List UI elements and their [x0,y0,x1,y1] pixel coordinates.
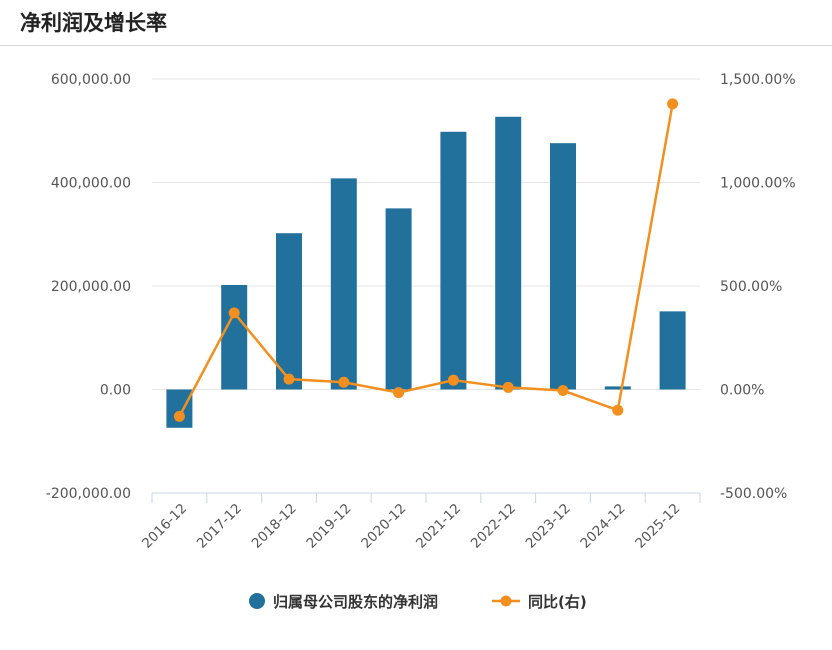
bar [659,311,686,390]
legend-bar-symbol [249,593,265,609]
line-point [338,376,350,388]
x-tick-label: 2017-12 [194,501,245,552]
left-tick-label: 600,000.00 [51,72,131,88]
line-point [557,385,569,397]
x-axis: 2016-12 2017-12 2018-12 2019-12 2020-12 2021-… [139,492,701,552]
bar [440,131,467,390]
x-tick-label: 2023-12 [523,501,574,552]
line-point [667,98,679,110]
right-tick-label: 1,000.00% [720,176,796,192]
chart-header: 净利润及增长率 [0,0,832,46]
legend-bar-label: 归属母公司股东的净利润 [273,593,438,611]
left-tick-label: -200,000.00 [46,486,131,502]
x-tick-label: 2021-12 [413,501,464,552]
bar-series [166,116,686,428]
right-tick-label: 500.00% [720,279,782,295]
x-tick-label: 2019-12 [303,501,354,552]
right-tick-label: 0.00% [720,383,764,399]
line-point [447,374,459,386]
line-point [502,381,514,393]
bar [221,284,248,390]
x-tick-label: 2022-12 [468,501,519,552]
bar [495,116,522,390]
bar [604,386,631,390]
x-tick-label: 2025-12 [632,501,683,552]
x-tick-label: 2020-12 [358,501,409,552]
left-axis-ticks: -200,000.00 0.00 200,000.00 400,000.00 600,0… [46,72,131,502]
right-axis-ticks: -500.00% 0.00% 500.00% 1,000.00% 1,500.00% [720,72,796,502]
line-point [393,387,405,399]
line-point [612,404,624,416]
x-tick-label: 2016-12 [139,501,190,552]
x-tick-label: 2018-12 [249,501,300,552]
line-point [283,373,295,385]
bar [550,143,576,390]
bar [385,208,412,390]
legend-line-label: 同比(右) [528,593,587,611]
legend-line-marker [500,595,512,607]
line-point [173,410,185,422]
x-tick-label: 2024-12 [577,501,628,552]
right-tick-label: -500.00% [720,486,787,502]
bar [330,178,357,390]
left-tick-label: 200,000.00 [51,279,131,295]
chart-title: 净利润及增长率 [20,11,167,35]
line-series [173,98,679,422]
bar [166,389,193,428]
line-point [228,307,240,319]
left-tick-label: 400,000.00 [51,176,131,192]
right-tick-label: 1,500.00% [720,72,796,88]
legend: 归属母公司股东的净利润 同比(右) [249,593,587,611]
left-tick-label: 0.00 [100,383,131,399]
growth-line [178,103,674,417]
bar [276,233,302,390]
